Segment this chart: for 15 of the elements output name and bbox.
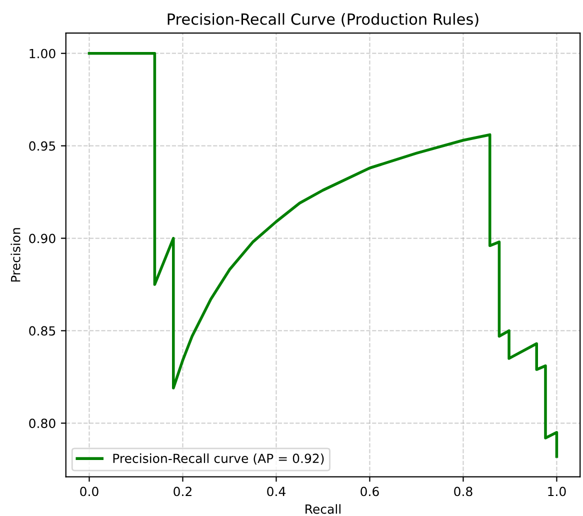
y-tick-label: 1.00 [30, 48, 56, 58]
x-tick-label: 0.8 [454, 486, 472, 496]
x-tick-label: 0.4 [267, 486, 286, 496]
y-tick-label: 0.80 [29, 418, 56, 428]
y-tick-label: 0.95 [29, 141, 56, 151]
legend-label: Precision-Recall curve (AP = 0.92) [113, 453, 324, 465]
x-tick-label: 0.6 [360, 486, 379, 496]
y-axis-title: Precision [10, 228, 20, 282]
x-axis-title: Recall [306, 504, 340, 514]
y-tick-label: 0.90 [29, 234, 56, 244]
chart-title: Precision-Recall Curve (Production Rules) [168, 13, 478, 27]
x-tick-label: 0.0 [80, 486, 98, 496]
x-tick-label: 1.0 [548, 486, 566, 496]
y-tick-label: 0.85 [29, 326, 56, 336]
x-tick-label: 0.2 [174, 486, 192, 496]
